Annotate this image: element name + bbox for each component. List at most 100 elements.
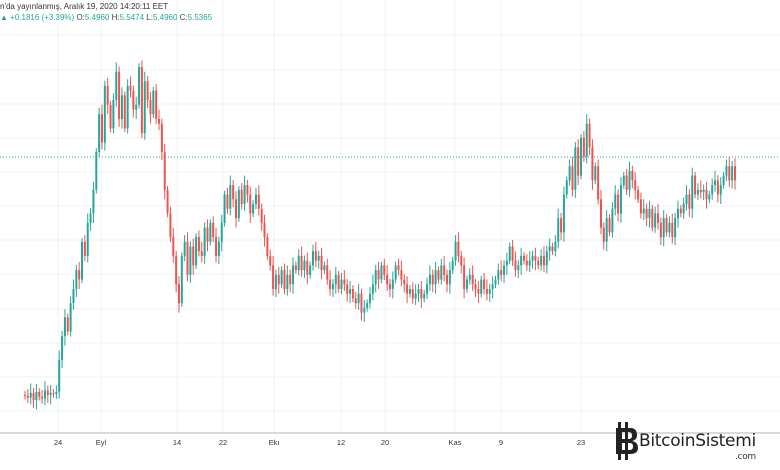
candle-body bbox=[517, 265, 520, 271]
candle-body bbox=[568, 166, 571, 181]
chart-grid bbox=[0, 0, 780, 433]
candle-body bbox=[637, 189, 640, 200]
candle-body bbox=[286, 274, 289, 289]
candle-body bbox=[95, 152, 98, 190]
candle-body bbox=[728, 166, 731, 181]
candle-body bbox=[585, 123, 588, 157]
candle-body bbox=[277, 274, 280, 285]
x-tick-label: 24 bbox=[54, 438, 62, 447]
candle-body bbox=[100, 114, 103, 143]
candle-body bbox=[260, 208, 263, 223]
candle-body bbox=[403, 279, 406, 285]
candle-body bbox=[537, 260, 540, 266]
candle-body bbox=[386, 274, 389, 285]
candle-body bbox=[209, 222, 212, 242]
candle-body bbox=[648, 208, 651, 219]
candle-body bbox=[440, 265, 443, 280]
candle-body bbox=[628, 170, 631, 190]
candle-body bbox=[408, 289, 411, 294]
candle-body bbox=[639, 199, 642, 214]
candle-body bbox=[696, 189, 699, 195]
candle-body bbox=[528, 260, 531, 266]
candle-body bbox=[72, 289, 75, 304]
candle-body bbox=[722, 175, 725, 186]
candle-body bbox=[300, 255, 303, 271]
candle-body bbox=[577, 147, 580, 176]
candle-body bbox=[143, 81, 146, 134]
candle-body bbox=[272, 265, 275, 289]
candle-body bbox=[611, 208, 614, 233]
candle-body bbox=[58, 359, 61, 392]
candle-body bbox=[545, 251, 548, 266]
candle-body bbox=[571, 166, 574, 190]
candle-body bbox=[112, 100, 115, 129]
candle-body bbox=[446, 274, 449, 285]
candle-body bbox=[306, 260, 309, 275]
candle-body bbox=[688, 194, 691, 209]
x-tick-label: Ekı bbox=[269, 438, 280, 447]
candle-body bbox=[437, 270, 440, 280]
candle-body bbox=[671, 222, 674, 238]
candle-body bbox=[542, 255, 545, 266]
candle-body bbox=[417, 289, 420, 294]
candle-body bbox=[588, 123, 591, 148]
close-value: 5.5365 bbox=[187, 13, 213, 22]
watermark-brand-text: BitcoinSistemi bbox=[639, 431, 756, 451]
candle-body bbox=[249, 194, 252, 214]
candle-body bbox=[86, 222, 89, 256]
candle-body bbox=[43, 390, 46, 399]
candle-body bbox=[474, 284, 477, 289]
x-tick-label: 14 bbox=[173, 438, 181, 447]
candle-body bbox=[217, 241, 220, 256]
candle-body bbox=[485, 289, 488, 294]
candle-body bbox=[32, 392, 35, 400]
candle-body bbox=[331, 284, 334, 289]
watermark-brand: BitcoinSistemi .com bbox=[639, 431, 756, 462]
candle-body bbox=[66, 317, 69, 332]
candle-body bbox=[155, 90, 158, 119]
candle-body bbox=[651, 208, 654, 228]
candle-body bbox=[35, 391, 38, 400]
candle-body bbox=[562, 194, 565, 233]
high-label: H: bbox=[111, 13, 120, 22]
candle-body bbox=[326, 265, 329, 280]
published-text: n'da yayınlanmış, Aralık 19, 2020 14:20:… bbox=[0, 2, 169, 11]
candle-body bbox=[674, 218, 677, 238]
candle-body bbox=[237, 189, 240, 219]
candle-body bbox=[383, 265, 386, 275]
candle-body bbox=[283, 270, 286, 289]
candle-body bbox=[212, 222, 215, 238]
candle-body bbox=[657, 213, 660, 223]
candle-body bbox=[708, 194, 711, 200]
candle-body bbox=[177, 284, 180, 304]
low-value: 5.4960 bbox=[152, 13, 178, 22]
candle-body bbox=[682, 203, 685, 214]
candle-body bbox=[642, 208, 645, 214]
candle-body bbox=[132, 90, 135, 110]
candle-body bbox=[380, 265, 383, 280]
candle-body bbox=[654, 213, 657, 228]
candle-body bbox=[61, 336, 64, 360]
candle-body bbox=[597, 166, 600, 200]
candle-body bbox=[203, 227, 206, 256]
candle-body bbox=[691, 175, 694, 209]
candle-body bbox=[98, 114, 101, 153]
candle-body bbox=[180, 255, 183, 304]
ohlc-legend: ▲ +0.1816 (+3.39%) O:5.4960 H:5.5474 L:5… bbox=[0, 13, 212, 22]
candle-body bbox=[89, 213, 92, 223]
candle-body bbox=[309, 265, 312, 275]
candle-body bbox=[252, 203, 255, 214]
candle-body bbox=[477, 289, 480, 294]
candle-body bbox=[163, 152, 166, 190]
candle-body bbox=[254, 194, 257, 204]
candle-body bbox=[634, 180, 637, 190]
candle-body bbox=[591, 147, 594, 181]
chart-header-published: n'da yayınlanmış, Aralık 19, 2020 14:20:… bbox=[0, 2, 168, 11]
candle-body bbox=[394, 265, 397, 280]
candle-body bbox=[75, 270, 78, 289]
candle-body bbox=[554, 241, 557, 252]
candle-body bbox=[266, 237, 269, 256]
candle-body bbox=[229, 185, 232, 209]
candle-body bbox=[223, 194, 226, 223]
